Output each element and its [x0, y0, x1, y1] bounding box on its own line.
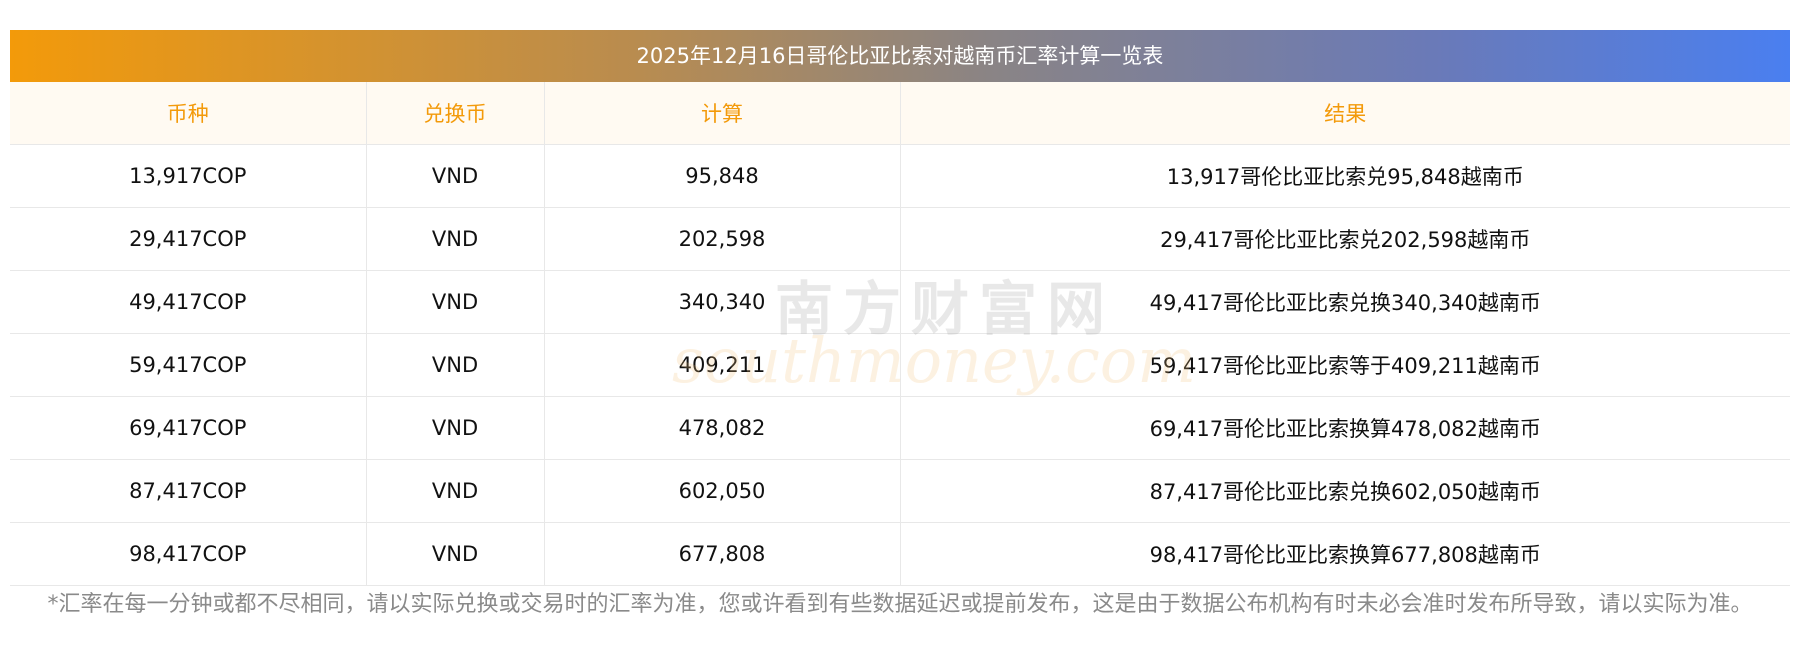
header-result: 结果	[899, 82, 1790, 145]
table-row: 29,417COP VND 202,598 29,417哥伦比亚比索兑202,5…	[10, 207, 1790, 271]
header-calc: 计算	[543, 82, 900, 145]
cell-calc: 340,340	[543, 270, 900, 334]
cell-exchange: VND	[365, 459, 544, 523]
cell-currency: 98,417COP	[10, 522, 366, 586]
footnote-disclaimer: *汇率在每一分钟或都不尽相同，请以实际兑换或交易时的汇率为准，您或许看到有些数据…	[47, 592, 1753, 617]
cell-result: 59,417哥伦比亚比索等于409,211越南币	[899, 333, 1790, 397]
header-exchange: 兑换币	[365, 82, 544, 145]
cell-currency: 69,417COP	[10, 396, 366, 460]
table-row: 13,917COP VND 95,848 13,917哥伦比亚比索兑95,848…	[10, 144, 1790, 208]
cell-currency: 87,417COP	[10, 459, 366, 523]
cell-calc: 409,211	[543, 333, 900, 397]
cell-result: 13,917哥伦比亚比索兑95,848越南币	[899, 144, 1790, 208]
table-header-row: 币种 兑换币 计算 结果	[10, 82, 1790, 145]
cell-exchange: VND	[365, 207, 544, 271]
cell-result: 69,417哥伦比亚比索换算478,082越南币	[899, 396, 1790, 460]
rate-table-container: 2025年12月16日哥伦比亚比索对越南币汇率计算一览表 币种 兑换币 计算 结…	[10, 30, 1790, 586]
cell-exchange: VND	[365, 522, 544, 586]
cell-exchange: VND	[365, 270, 544, 334]
cell-currency: 49,417COP	[10, 270, 366, 334]
cell-currency: 29,417COP	[10, 207, 366, 271]
table-row: 49,417COP VND 340,340 49,417哥伦比亚比索兑换340,…	[10, 270, 1790, 334]
table-row: 87,417COP VND 602,050 87,417哥伦比亚比索兑换602,…	[10, 459, 1790, 523]
cell-calc: 602,050	[543, 459, 900, 523]
rate-table: 币种 兑换币 计算 结果 13,917COP VND 95,848 13,917…	[10, 82, 1790, 586]
cell-exchange: VND	[365, 396, 544, 460]
cell-currency: 13,917COP	[10, 144, 366, 208]
cell-calc: 677,808	[543, 522, 900, 586]
table-row: 69,417COP VND 478,082 69,417哥伦比亚比索换算478,…	[10, 396, 1790, 460]
cell-exchange: VND	[365, 144, 544, 208]
table-title: 2025年12月16日哥伦比亚比索对越南币汇率计算一览表	[10, 30, 1790, 82]
cell-result: 98,417哥伦比亚比索换算677,808越南币	[899, 522, 1790, 586]
cell-currency: 59,417COP	[10, 333, 366, 397]
header-currency: 币种	[10, 82, 366, 145]
cell-calc: 95,848	[543, 144, 900, 208]
cell-calc: 478,082	[543, 396, 900, 460]
table-row: 98,417COP VND 677,808 98,417哥伦比亚比索换算677,…	[10, 522, 1790, 586]
cell-calc: 202,598	[543, 207, 900, 271]
table-row: 59,417COP VND 409,211 59,417哥伦比亚比索等于409,…	[10, 333, 1790, 397]
cell-result: 29,417哥伦比亚比索兑202,598越南币	[899, 207, 1790, 271]
cell-result: 87,417哥伦比亚比索兑换602,050越南币	[899, 459, 1790, 523]
cell-result: 49,417哥伦比亚比索兑换340,340越南币	[899, 270, 1790, 334]
cell-exchange: VND	[365, 333, 544, 397]
